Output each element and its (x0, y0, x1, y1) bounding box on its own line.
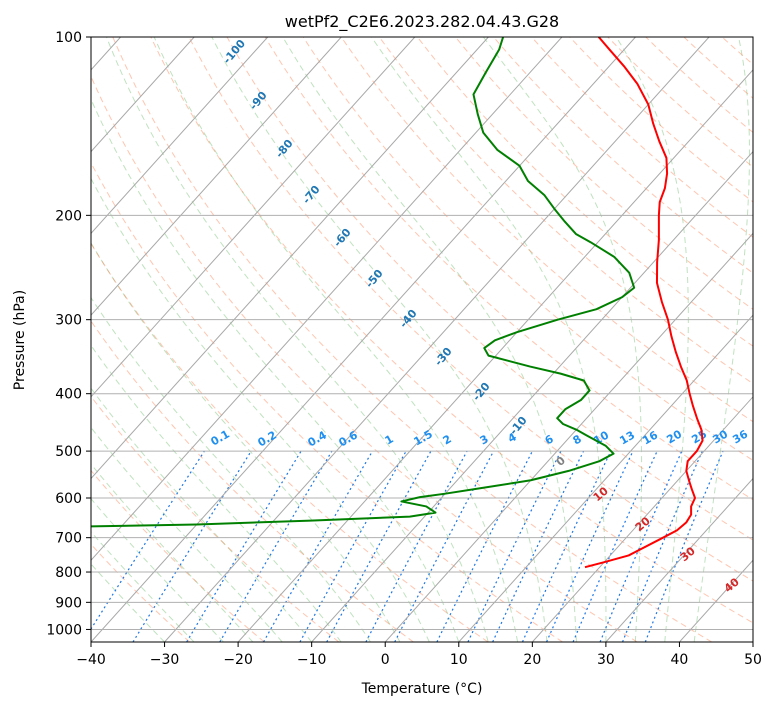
mixing-ratio-line (132, 450, 252, 642)
isotherm-line (91, 37, 342, 316)
dry-adiabat-line (340, 37, 753, 423)
mixing-ratio-line (546, 450, 634, 642)
mixing-ratio-line (521, 450, 612, 642)
moist-adiabat-line (153, 37, 519, 642)
isotherm-line (605, 477, 753, 642)
dry-adiabat-line (188, 37, 753, 582)
isotherm-line (91, 37, 489, 480)
y-tick-label: 500 (55, 444, 82, 460)
y-axis: 100 200 300 400 500 600 700 800 900 1000 (46, 30, 91, 638)
moist-adiabat-line (91, 463, 254, 642)
mixing-ratio-line (599, 450, 683, 642)
x-tick-label: −40 (76, 652, 106, 668)
isobars (91, 37, 753, 630)
y-tick-label: 100 (55, 30, 82, 46)
isotherm-line (164, 37, 710, 642)
mixing-ratio-line (621, 450, 703, 642)
isotherm-line (91, 37, 416, 398)
temperature-profile (584, 37, 704, 569)
dry-adiabat-line (112, 37, 713, 642)
mixing-ratio-line (467, 450, 562, 642)
dry-adiabats (91, 37, 753, 642)
dry-adiabat-line (91, 161, 563, 642)
moist-adiabat-line (91, 296, 371, 642)
y-tick-label: 200 (55, 208, 82, 224)
moist-adiabat-line (91, 426, 283, 642)
x-tick-label: 10 (450, 652, 468, 668)
isotherm-line (91, 37, 636, 642)
y-tick-label: 600 (55, 491, 82, 507)
x-axis: −40 −30 −20 −10 0 10 20 30 40 50 (76, 642, 762, 668)
mixing-ratio-line (436, 450, 533, 642)
plot-frame (90, 36, 754, 643)
isotherm-line (311, 150, 753, 642)
mixing-ratio-line (299, 450, 407, 642)
mixing-ratio-line (219, 450, 333, 642)
profiles (91, 37, 704, 569)
dry-adiabat-line (416, 37, 753, 347)
x-tick-label: 30 (597, 652, 615, 668)
x-tick-label: −10 (297, 652, 327, 668)
moist-adiabat-line (91, 98, 460, 642)
isotherm-line (531, 396, 753, 642)
x-tick-label: 20 (523, 652, 541, 668)
y-tick-label: 700 (55, 531, 82, 547)
dry-adiabat-line (91, 395, 340, 642)
mixing-ratio-line (262, 450, 373, 642)
dry-adiabat-line (91, 75, 638, 642)
x-tick-label: 0 (381, 652, 390, 668)
mixing-ratio-line (572, 450, 658, 642)
y-tick-label: 800 (55, 565, 82, 581)
dry-adiabat-line (607, 37, 753, 168)
mixing-ratio-line (644, 450, 724, 642)
x-tick-label: 40 (671, 652, 689, 668)
dry-adiabat-line (569, 37, 753, 203)
chart-title: wetPf2_C2E6.2023.282.04.43.G28 (285, 12, 559, 32)
x-axis-label: Temperature (°C) (361, 681, 483, 697)
dry-adiabat-line (226, 37, 753, 541)
moist-adiabat-line (282, 37, 577, 642)
isotherms (91, 37, 753, 642)
y-tick-label: 1000 (46, 622, 82, 638)
plot-area: 0.1 0.2 0.4 0.6 1 1.5 2 3 4 6 8 10 13 16 20 25 30 36-100-… (91, 37, 753, 642)
y-tick-label: 400 (55, 387, 82, 403)
moist-adiabat-line (91, 177, 430, 642)
isotherm-line (91, 37, 563, 562)
isotherm-line (91, 37, 195, 153)
mixing-ratio-line (326, 450, 432, 642)
dewpoint-profile (91, 37, 636, 528)
dry-adiabat-line (91, 242, 489, 642)
moist-adiabat-line (482, 37, 643, 642)
x-tick-label: −30 (150, 652, 180, 668)
moist-adiabat-line (615, 37, 689, 642)
isotherm-line (237, 69, 753, 642)
moist-adiabat-line (371, 37, 607, 642)
dry-adiabat-line (91, 320, 414, 642)
dry-adiabat-line (264, 37, 753, 501)
moist-adiabat-line (91, 344, 342, 642)
isotherm-line (458, 314, 753, 642)
moist-adiabat-line (693, 37, 750, 642)
dry-adiabat-line (378, 37, 753, 385)
mixing-ratio-line (186, 450, 302, 642)
y-tick-label: 300 (55, 313, 82, 329)
x-tick-label: 50 (744, 652, 762, 668)
x-tick-label: −20 (223, 652, 253, 668)
moist-adiabat-line (105, 37, 489, 642)
moist-adiabat-line (91, 242, 401, 642)
dry-adiabat-line (150, 37, 753, 624)
isotherm-line (384, 232, 753, 642)
isotherm-line (91, 37, 269, 235)
y-tick-label: 900 (55, 595, 82, 611)
dry-adiabat-line (455, 37, 753, 310)
y-axis-label: Pressure (hPa) (12, 290, 28, 390)
